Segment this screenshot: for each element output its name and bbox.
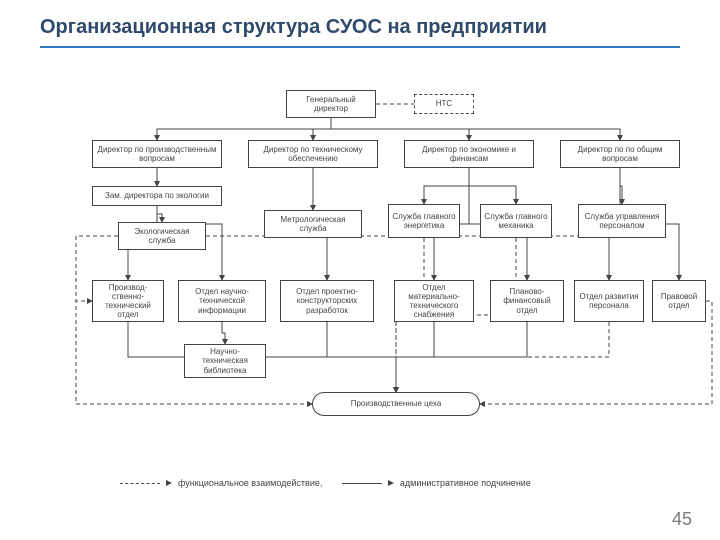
node-eco: Экологическая служба [118, 222, 206, 250]
node-ceh: Производственные цеха [312, 392, 480, 416]
node-d2: Директор по техническому обеспечению [248, 140, 378, 168]
node-pto: Производ- ственно- технический отдел [92, 280, 164, 322]
node-d4: Директор по по общим вопросам [560, 140, 680, 168]
edges-layer [0, 0, 720, 540]
node-opkr: Отдел проектно- конструкторских разработ… [280, 280, 374, 322]
node-zam: Зам. директора по экологии [92, 186, 222, 206]
node-orp: Отдел развития персонала [574, 280, 644, 322]
legend-admin: административное подчинение [400, 478, 531, 488]
node-nts: НТС [414, 94, 474, 114]
node-sup: Служба управления персоналом [578, 204, 666, 238]
node-sge: Служба главного энергетика [388, 204, 460, 238]
node-d3: Директор по экономике и финансам [404, 140, 534, 168]
node-d1: Директор по производственным вопросам [92, 140, 222, 168]
node-sgm: Служба главного механика [480, 204, 552, 238]
node-ntb: Научно- техническая библиотека [184, 344, 266, 378]
page-number: 45 [672, 509, 692, 530]
legend: функциональное взаимодействие, администр… [120, 478, 531, 488]
node-omts: Отдел материально- технического снабжени… [394, 280, 474, 322]
node-pfo: Планово- финансовый отдел [490, 280, 564, 322]
node-po: Правовой отдел [652, 280, 706, 322]
node-metr: Метрологическая служба [264, 210, 362, 238]
node-gd: Генеральный директор [286, 90, 376, 118]
legend-functional: функциональное взаимодействие, [178, 478, 322, 488]
node-onti: Отдел научно- технической информации [178, 280, 266, 322]
